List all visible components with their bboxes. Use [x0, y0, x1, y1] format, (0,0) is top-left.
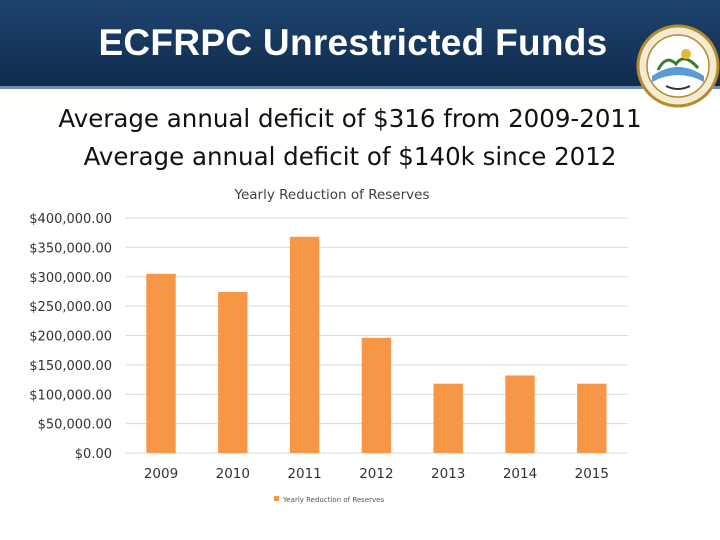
x-tick-label: 2014	[503, 466, 537, 482]
bar-2012	[361, 337, 392, 453]
x-tick-label: 2012	[359, 466, 393, 482]
bar-2014	[505, 375, 535, 453]
bars	[146, 236, 607, 453]
x-tick-label: 2015	[575, 466, 609, 482]
y-tick-label: $350,000.00	[29, 241, 112, 256]
y-tick-label: $0.00	[75, 447, 112, 462]
x-tick-label: 2011	[287, 466, 321, 482]
bar-2009	[146, 273, 176, 453]
title-banner-divider	[0, 86, 720, 89]
y-tick-label: $250,000.00	[29, 300, 112, 315]
y-tick-label: $300,000.00	[29, 271, 112, 286]
legend-swatch	[274, 496, 279, 501]
x-tick-label: 2013	[431, 466, 465, 482]
bar-2011	[289, 236, 320, 453]
reserves-bar-chart: Yearly Reduction of Reserves $0.00 $50,00…	[29, 187, 628, 504]
bar-2010	[218, 292, 248, 453]
title-banner	[0, 0, 720, 88]
x-tick-label: 2009	[144, 466, 178, 482]
subtitle-deficit-2009-2011: Average annual deficit of $316 from 2009…	[58, 104, 642, 133]
y-tick-label: $50,000.00	[38, 418, 112, 433]
bar-2013	[433, 383, 463, 453]
ecfrpc-seal-logo	[636, 24, 720, 108]
bar-2015	[577, 383, 607, 453]
y-tick-label: $150,000.00	[29, 359, 112, 374]
x-axis-ticks: 2009 2010 2011 2012 2013 2014 2015	[144, 466, 609, 482]
y-tick-label: $100,000.00	[29, 388, 112, 403]
subtitle-deficit-since-2012: Average annual deficit of $140k since 20…	[83, 142, 617, 171]
slide-title: ECFRPC Unrestricted Funds	[98, 22, 608, 63]
chart-title: Yearly Reduction of Reserves	[234, 187, 430, 203]
legend: Yearly Reduction of Reserves	[274, 496, 384, 504]
y-tick-label: $200,000.00	[29, 330, 112, 345]
y-axis-ticks: $0.00 $50,000.00 $100,000.00 $150,000.00 $20…	[29, 212, 112, 462]
x-tick-label: 2010	[216, 466, 250, 482]
legend-label: Yearly Reduction of Reserves	[282, 496, 384, 504]
y-tick-label: $400,000.00	[29, 212, 112, 227]
